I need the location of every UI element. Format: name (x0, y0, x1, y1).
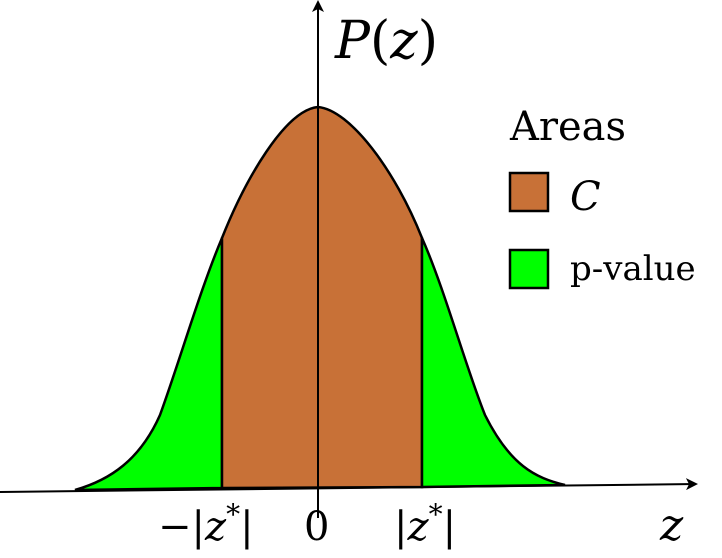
x-axis-label: z (659, 500, 684, 551)
tick-neg-z-star: −|z*| (158, 498, 254, 550)
legend-title: Areas (509, 104, 626, 150)
tick-pos-z-star: |z*| (394, 498, 456, 550)
legend-label-c: C (570, 174, 601, 220)
x-axis (0, 478, 698, 493)
legend-swatch-c (508, 171, 550, 213)
tick-zero: 0 (304, 504, 329, 550)
legend: Areas C p-value (508, 104, 696, 290)
y-axis-label: P(z) (334, 11, 438, 71)
legend-swatch-p-value (508, 248, 550, 290)
right-tail-area (420, 237, 566, 489)
legend-label-p-value: p-value (570, 249, 696, 289)
confidence-area (220, 105, 424, 490)
left-tail-area (74, 237, 224, 492)
